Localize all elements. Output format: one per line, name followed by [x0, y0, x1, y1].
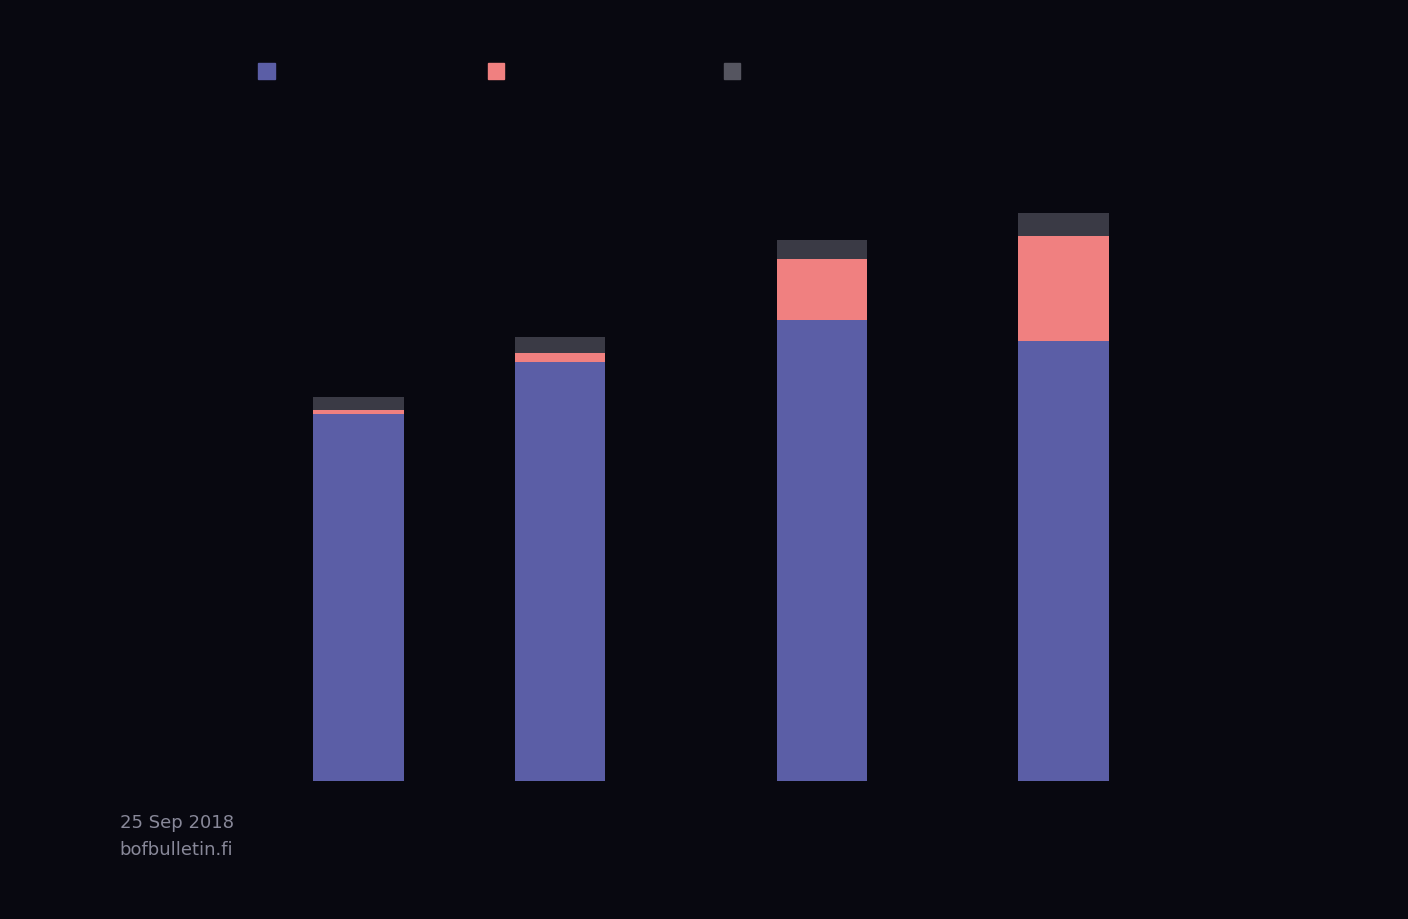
Bar — [313, 410, 404, 414]
Bar — [1018, 213, 1110, 236]
Bar — [515, 354, 605, 362]
Bar — [313, 414, 404, 781]
Text: Number of card payments by payment type: Number of card payments by payment type — [369, 28, 1039, 57]
Bar — [1018, 341, 1110, 781]
Bar — [777, 240, 867, 259]
Legend: Debit card, Credit card, Other: Debit card, Credit card, Other — [251, 53, 818, 90]
Bar — [777, 320, 867, 781]
Text: bofbulletin.fi: bofbulletin.fi — [120, 841, 234, 859]
Text: 25 Sep 2018: 25 Sep 2018 — [120, 813, 234, 832]
Bar — [515, 362, 605, 781]
Bar — [777, 259, 867, 320]
Bar — [313, 398, 404, 410]
Bar — [1018, 236, 1110, 341]
Bar — [515, 336, 605, 354]
